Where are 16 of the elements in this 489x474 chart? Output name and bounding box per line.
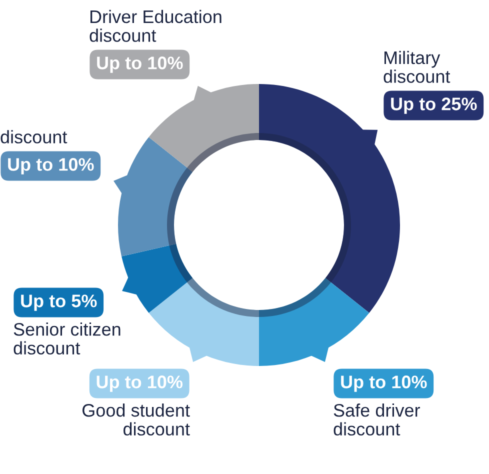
data-label: Up to 10% [8, 158, 94, 174]
legend-label: Senior citizen discount [14, 322, 120, 355]
slice-label: Driver Education discount [90, 10, 222, 42]
data-label: Up to 10% [97, 56, 183, 73]
donut-slice [148, 278, 259, 366]
data-label: Up to 5% [21, 294, 97, 311]
donut-slice [148, 84, 259, 172]
slice-label: Good student discount [82, 404, 190, 436]
data-label: Up to 10% [96, 376, 183, 392]
data-label: Up to 25% [391, 98, 477, 114]
slice-label: Military discount [384, 50, 450, 83]
slice-label: Safe driver discount [334, 404, 420, 436]
donut-slice [259, 278, 370, 366]
donut-slice [122, 244, 193, 313]
data-label: Up to 10% [341, 376, 427, 392]
slice-label: discount [0, 130, 68, 144]
